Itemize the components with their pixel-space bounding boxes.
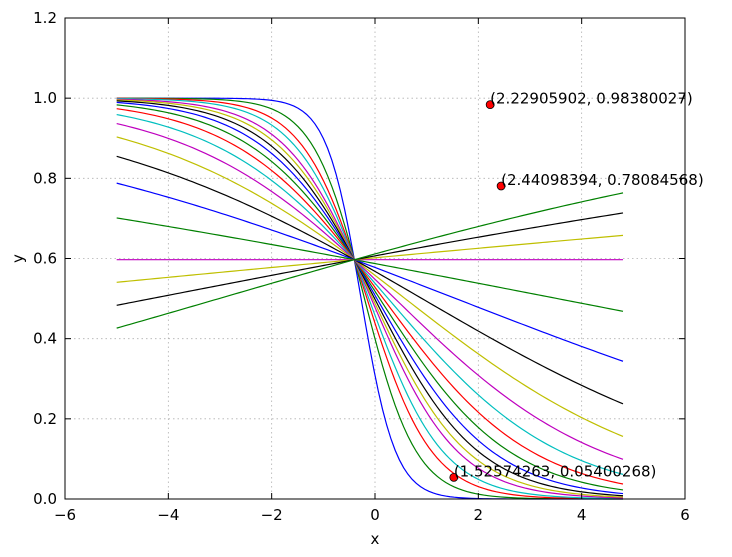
y-tick-label: 0.6: [33, 250, 57, 268]
curve-line: [116, 212, 624, 306]
curve-line: [116, 155, 624, 405]
annotated-points: (2.22905902, 0.98380027) (2.44098394, 0.7…: [449, 90, 704, 482]
curve-line: [116, 182, 624, 362]
y-tick-label: 0.4: [33, 330, 57, 348]
data-point: [496, 181, 506, 191]
y-tick-label: 1.2: [33, 9, 57, 27]
ticks: −6 −4 −2 0 2 4 6 0.0 0.2 0.4 0.6 0.8 1.0 1.2: [33, 9, 690, 524]
curve-line: [116, 97, 624, 500]
grid: [65, 18, 685, 499]
curve-line: [116, 98, 624, 500]
curve-line: [116, 108, 624, 485]
y-axis-label: y: [9, 254, 27, 263]
curves: [116, 97, 624, 500]
x-tick-label: −4: [157, 506, 179, 524]
curve-line: [116, 97, 623, 500]
x-tick-label: 0: [370, 506, 380, 524]
curve-line: [116, 101, 624, 495]
x-tick-label: −6: [54, 506, 76, 524]
x-axis-label: x: [371, 530, 380, 548]
x-tick-label: 6: [680, 506, 690, 524]
y-tick-label: 1.0: [33, 89, 57, 107]
y-tick-label: 0.0: [33, 490, 57, 508]
curve-line: [116, 136, 624, 437]
curve-line: [116, 98, 624, 499]
point-annotation: (1.52574263, 0.05400268): [454, 462, 657, 480]
y-tick-label: 0.2: [33, 410, 57, 428]
curve-line: [116, 122, 624, 460]
curve-line: [116, 100, 624, 497]
x-tick-label: 2: [474, 506, 484, 524]
curve-line: [116, 234, 624, 283]
data-point: [485, 100, 495, 110]
x-tick-label: 4: [577, 506, 587, 524]
point-annotation: (2.44098394, 0.78084568): [501, 171, 704, 189]
curve-line: [116, 192, 624, 329]
curve-line: [116, 217, 624, 312]
x-tick-label: −2: [261, 506, 283, 524]
y-tick-label: 0.8: [33, 169, 57, 187]
curve-line: [116, 114, 624, 475]
curve-line: [116, 97, 623, 500]
curve-line: [116, 104, 624, 491]
curve-line: [116, 99, 624, 498]
data-point: [449, 472, 459, 482]
point-annotation: (2.22905902, 0.98380027): [490, 90, 693, 108]
